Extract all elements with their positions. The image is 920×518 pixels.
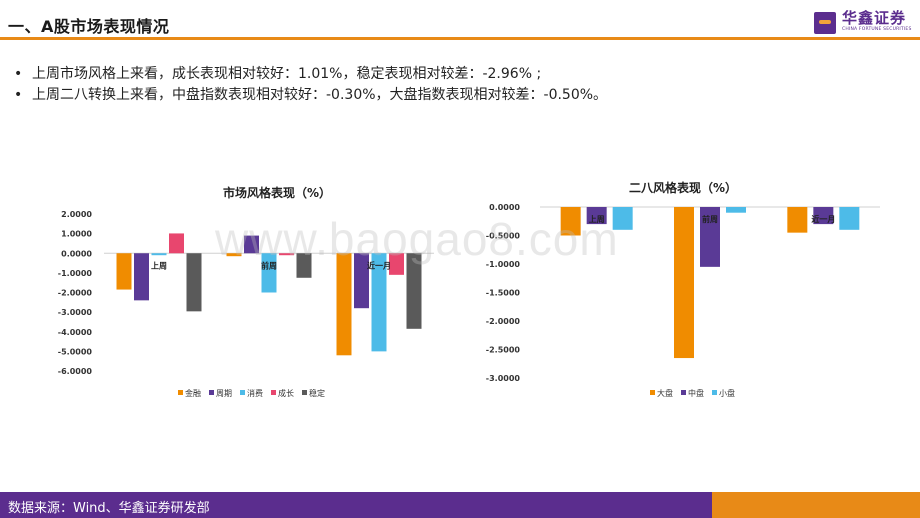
x-category-label: 近一月 xyxy=(367,260,391,270)
legend-swatch-稳定 xyxy=(302,390,307,395)
bar-消费 xyxy=(151,253,167,256)
legend-swatch-周期 xyxy=(209,390,214,395)
footer-bar: 数据来源：Wind、华鑫证券研发部 xyxy=(0,492,920,518)
bar-周期 xyxy=(244,235,259,254)
bullet-dot-icon: • xyxy=(14,66,23,82)
x-category-label: 上周 xyxy=(151,260,167,270)
legend-swatch-中盘 xyxy=(681,390,686,395)
y-tick-label: -1.0000 xyxy=(486,260,521,269)
bar-周期 xyxy=(354,253,369,309)
y-tick-label: -2.5000 xyxy=(486,346,521,355)
bullet-text: 上周市场风格上来看，成长表现相对较好：1.01%，稳定表现相对较差：-2.96%… xyxy=(32,66,542,82)
bar-中盘 xyxy=(586,207,607,225)
y-tick-label: -6.0000 xyxy=(58,367,93,376)
bullet-dot-icon: • xyxy=(14,87,23,103)
y-tick-label: 1.0000 xyxy=(61,230,92,239)
bar-周期 xyxy=(134,253,149,301)
x-category-label: 近一月 xyxy=(811,214,835,224)
header-divider xyxy=(0,37,920,40)
y-tick-label: 0.0000 xyxy=(61,249,92,258)
bar-金融 xyxy=(226,253,242,257)
bar-小盘 xyxy=(839,207,860,230)
legend-swatch-金融 xyxy=(178,390,183,395)
legend-label-中盘: 中盘 xyxy=(688,388,704,398)
footer-accent xyxy=(712,492,920,518)
legend-label-小盘: 小盘 xyxy=(719,388,735,398)
y-tick-label: -0.5000 xyxy=(486,232,521,241)
legend-label-成长: 成长 xyxy=(278,388,294,398)
legend-label-大盘: 大盘 xyxy=(657,388,673,398)
logo-english-name: CHINA FORTUNE SECURITIES xyxy=(842,27,912,32)
logo-name: 华鑫证券 xyxy=(842,9,907,27)
bullet-text: 上周二八转换上来看，中盘指数表现相对较好：-0.30%，大盘指数表现相对较差：-… xyxy=(32,87,608,103)
bar-小盘 xyxy=(612,207,633,230)
bar-大盘 xyxy=(560,207,581,236)
bar-大盘 xyxy=(674,207,694,359)
bar-金融 xyxy=(336,253,352,356)
y-tick-label: -2.0000 xyxy=(58,289,93,298)
chart-title: 二八风格表现（%） xyxy=(629,180,737,195)
y-tick-label: -1.0000 xyxy=(58,269,93,278)
watermark: www.baogao8.com xyxy=(215,213,619,265)
y-tick-label: -2.0000 xyxy=(486,317,521,326)
bullet-item: • 上周市场风格上来看，成长表现相对较好：1.01%，稳定表现相对较差：-2.96… xyxy=(14,64,607,85)
y-tick-label: -4.0000 xyxy=(58,328,93,337)
brand-logo: 华鑫证券 CHINA FORTUNE SECURITIES xyxy=(814,10,912,34)
bar-消费 xyxy=(371,253,387,352)
legend-swatch-成长 xyxy=(271,390,276,395)
bullet-item: • 上周二八转换上来看，中盘指数表现相对较好：-0.30%，大盘指数表现相对较差：… xyxy=(14,85,607,106)
bar-成长 xyxy=(169,233,184,254)
legend-label-稳定: 稳定 xyxy=(309,388,325,398)
bar-成长 xyxy=(279,253,294,256)
bar-金融 xyxy=(116,253,132,290)
y-tick-label: 0.0000 xyxy=(489,203,520,212)
y-tick-label: 2.0000 xyxy=(61,210,92,219)
x-category-label: 上周 xyxy=(589,214,605,224)
bar-稳定 xyxy=(406,253,422,329)
bar-大盘 xyxy=(787,207,808,233)
bar-小盘 xyxy=(726,207,746,213)
bar-中盘 xyxy=(700,207,720,267)
bar-消费 xyxy=(261,253,277,293)
y-tick-label: -3.0000 xyxy=(486,374,521,383)
legend-swatch-消费 xyxy=(240,390,245,395)
legend-label-消费: 消费 xyxy=(247,388,263,398)
bar-成长 xyxy=(389,253,404,275)
legend-label-金融: 金融 xyxy=(185,388,201,398)
bar-中盘 xyxy=(813,207,834,225)
bar-稳定 xyxy=(186,253,202,312)
y-tick-label: -5.0000 xyxy=(58,347,93,356)
legend-swatch-小盘 xyxy=(712,390,717,395)
legend-swatch-大盘 xyxy=(650,390,655,395)
page-title: 一、A股市场表现情况 xyxy=(8,17,170,36)
bar-稳定 xyxy=(296,253,312,278)
legend-label-周期: 周期 xyxy=(216,389,232,398)
x-category-label: 前周 xyxy=(702,214,718,224)
x-category-label: 前周 xyxy=(261,260,277,270)
chart-title: 市场风格表现（%） xyxy=(223,185,331,200)
y-tick-label: -1.5000 xyxy=(486,289,521,298)
data-source: 数据来源：Wind、华鑫证券研发部 xyxy=(8,501,210,516)
logo-icon xyxy=(814,12,836,34)
y-tick-label: -3.0000 xyxy=(58,308,93,317)
summary-bullets: • 上周市场风格上来看，成长表现相对较好：1.01%，稳定表现相对较差：-2.96… xyxy=(14,64,607,106)
